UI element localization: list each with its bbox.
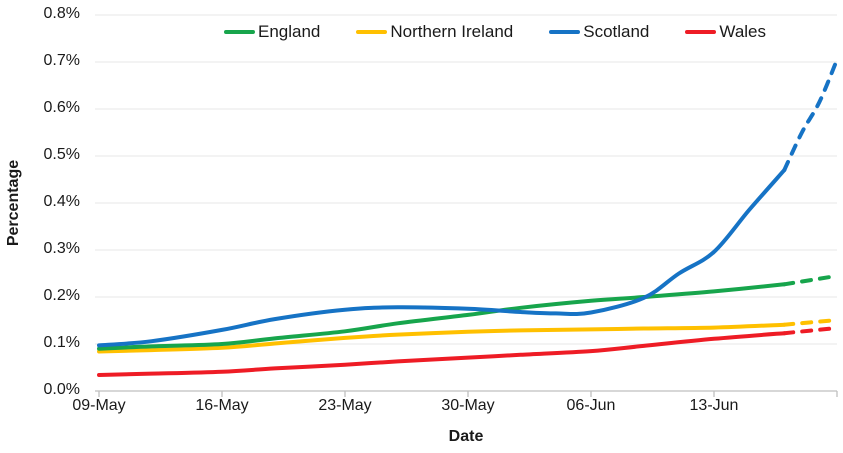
legend-label: Scotland: [583, 22, 650, 41]
scotland-line-swatch-icon: [549, 30, 581, 34]
x-axis-title: Date: [448, 428, 484, 445]
y-tick-label: 0.6%: [43, 99, 80, 116]
legend-item-northern-ireland: Northern Ireland: [356, 22, 513, 42]
legend-label: England: [258, 22, 321, 41]
series-line-scotland: [97, 168, 787, 348]
y-tick-label: 0.0%: [43, 381, 80, 398]
x-tick-label: 09-May: [72, 397, 126, 414]
y-tick-label: 0.4%: [43, 193, 80, 210]
series-projection-scotland: [782, 57, 839, 173]
england-line-swatch-icon: [224, 30, 255, 34]
y-tick-label: 0.8%: [43, 5, 80, 22]
northern-ireland-line-swatch-icon: [356, 30, 388, 34]
legend-label: Wales: [719, 22, 767, 41]
chart-legend: England Northern Ireland Scotland Wales: [224, 22, 766, 42]
legend-label: Northern Ireland: [390, 22, 514, 41]
y-tick-label: 0.5%: [43, 146, 80, 163]
y-tick-label: 0.2%: [43, 287, 80, 304]
y-tick-label: 0.7%: [43, 52, 80, 69]
legend-item-wales: Wales: [685, 22, 766, 42]
legend-item-england: England: [224, 22, 320, 42]
wales-line-swatch-icon: [685, 30, 717, 34]
series-projection-wales: [782, 326, 839, 336]
y-tick-label: 0.3%: [43, 240, 80, 257]
y-tick-label: 0.1%: [43, 334, 80, 351]
series-line-northern-ireland: [97, 322, 787, 354]
x-tick-label: 06-Jun: [566, 397, 616, 414]
x-tick-label: 30-May: [441, 397, 495, 414]
series-line-england: [97, 282, 787, 351]
legend-item-scotland: Scotland: [549, 22, 649, 42]
x-tick-label: 23-May: [318, 397, 372, 414]
series-projection-england: [782, 273, 839, 287]
series-projection-northern-ireland: [782, 318, 839, 327]
x-tick-label: 16-May: [195, 397, 249, 414]
x-tick-label: 13-Jun: [689, 397, 739, 414]
series-line-wales: [97, 331, 787, 377]
y-axis-title: Percentage: [5, 159, 22, 247]
